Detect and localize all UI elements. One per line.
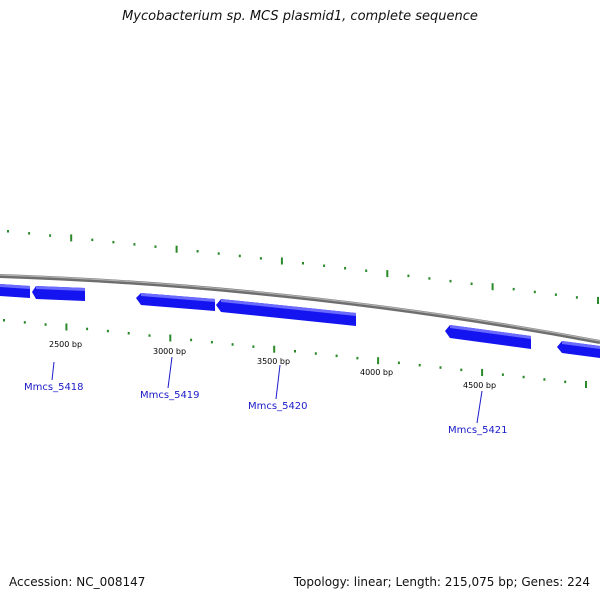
- tick-label: 4500 bp: [463, 381, 496, 390]
- major-tick: [70, 234, 73, 242]
- gene-track: [0, 284, 600, 358]
- tick-label: 3500 bp: [257, 357, 290, 366]
- minor-tick: [314, 352, 317, 355]
- major-tick: [491, 283, 494, 291]
- gene-label[interactable]: Mmcs_5419: [140, 390, 200, 401]
- minor-tick: [252, 345, 255, 348]
- minor-tick: [210, 340, 213, 344]
- minor-tick: [3, 319, 5, 322]
- gene-arrow[interactable]: [216, 299, 356, 326]
- minor-tick: [148, 334, 151, 337]
- minor-tick: [564, 380, 567, 384]
- major-tick: [280, 257, 283, 265]
- minor-tick: [217, 252, 220, 255]
- minor-tick: [259, 257, 262, 260]
- minor-tick: [49, 234, 52, 237]
- tick-labels: 2500 bp 3000 bp 3500 bp 4000 bp 4500 bp: [49, 340, 496, 390]
- major-tick: [273, 345, 276, 353]
- minor-tick: [44, 323, 47, 326]
- minor-tick: [428, 277, 431, 280]
- major-tick: [377, 357, 380, 365]
- major-tick: [481, 369, 484, 376]
- minor-tick: [418, 363, 421, 367]
- major-tick: [169, 334, 172, 342]
- gene-label-leaders: [51, 356, 483, 424]
- major-tick: [65, 323, 68, 331]
- minor-tick: [196, 250, 199, 253]
- minor-tick: [344, 267, 347, 270]
- gene-labels: Mmcs_5418 Mmcs_5419 Mmcs_5420 Mmcs_5421: [24, 382, 508, 436]
- gene-label[interactable]: Mmcs_5418: [24, 382, 84, 393]
- minor-tick: [449, 279, 452, 283]
- minor-tick: [575, 296, 578, 299]
- minor-tick: [365, 269, 368, 272]
- outer-tick-track: [7, 230, 599, 304]
- minor-tick: [112, 240, 115, 244]
- major-tick: [386, 270, 389, 278]
- accession-label: Accession: NC_008147: [9, 575, 146, 589]
- major-tick: [175, 245, 178, 253]
- gene-label[interactable]: Mmcs_5421: [448, 425, 508, 436]
- gene-arrow[interactable]: [557, 341, 600, 358]
- minor-tick: [133, 243, 136, 246]
- minor-tick: [470, 282, 473, 285]
- minor-tick: [106, 329, 109, 333]
- minor-tick: [127, 332, 130, 335]
- minor-tick: [356, 356, 359, 360]
- minor-tick: [512, 287, 515, 291]
- minor-tick: [238, 254, 241, 258]
- minor-tick: [28, 232, 31, 235]
- tick-label: 2500 bp: [49, 340, 82, 349]
- minor-tick: [439, 366, 442, 369]
- minor-tick: [522, 375, 525, 379]
- map-title: Mycobacterium sp. MCS plasmid1, complete…: [122, 9, 478, 24]
- minor-tick: [302, 262, 304, 265]
- gene-label[interactable]: Mmcs_5420: [248, 401, 308, 412]
- minor-tick: [397, 361, 400, 365]
- minor-tick: [231, 343, 234, 346]
- sequence-backbone: [0, 274, 600, 344]
- major-tick: [597, 297, 599, 304]
- minor-tick: [533, 290, 536, 294]
- summary-label: Topology: linear; Length: 215,075 bp; Ge…: [293, 575, 590, 589]
- tick-label: 4000 bp: [360, 368, 393, 377]
- minor-tick: [23, 321, 26, 324]
- minor-tick: [554, 293, 557, 296]
- minor-tick: [86, 327, 89, 331]
- minor-tick: [335, 354, 338, 358]
- inner-tick-track: [3, 319, 587, 388]
- gene-arrow[interactable]: [32, 286, 85, 301]
- gene-arrow[interactable]: [136, 293, 215, 311]
- minor-tick: [294, 350, 296, 353]
- major-tick: [585, 381, 587, 388]
- minor-tick: [154, 245, 157, 248]
- minor-tick: [91, 238, 94, 242]
- minor-tick: [543, 378, 546, 381]
- minor-tick: [460, 368, 463, 372]
- minor-tick: [323, 264, 326, 267]
- gene-arrow[interactable]: [445, 325, 531, 349]
- minor-tick: [407, 274, 410, 278]
- minor-tick: [501, 373, 504, 376]
- gene-arrow[interactable]: [0, 284, 30, 298]
- tick-label: 3000 bp: [153, 347, 186, 356]
- minor-tick: [7, 230, 9, 233]
- minor-tick: [190, 338, 193, 342]
